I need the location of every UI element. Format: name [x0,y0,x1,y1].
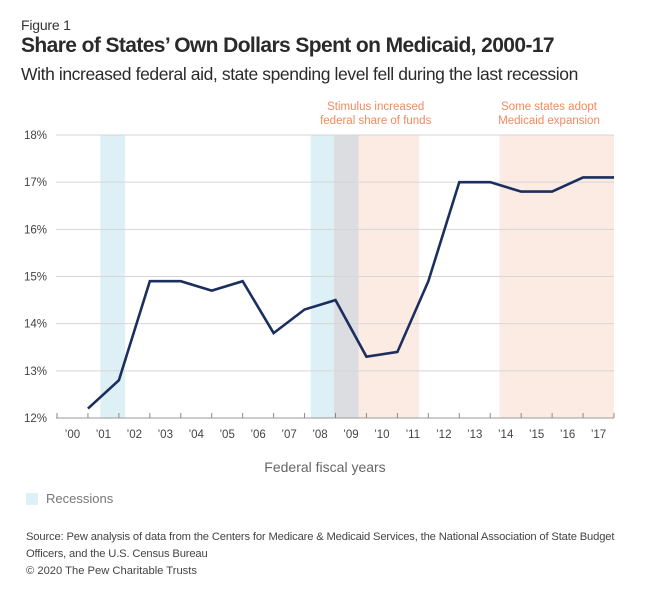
y-axis-labels: 12% 13% 14% 15% 16% 17% 18% [24,130,47,425]
x-tick-label: ’11 [406,429,421,441]
x-tick-label: ’13 [467,429,482,441]
annotation-text: Medicaid expansion [498,115,600,127]
annotations: Stimulus increased federal share of funds… [320,101,600,127]
x-tick-label: ’15 [529,429,544,441]
x-tick-label: ’01 [96,429,111,441]
y-tick-label: 17% [24,177,47,189]
legend-label-recessions: Recessions [46,491,114,506]
y-tick-label: 14% [24,319,47,331]
annotation-text: Stimulus increased [327,101,424,113]
x-tick-label: ’06 [250,429,265,441]
x-axis: ’00 ’01 ’02 ’03 ’04 ’05 ’06 ’07 ’08 ’09 ’10 ’11 ’12 ’… [56,413,615,441]
x-tick-label: ’02 [127,429,142,441]
x-tick-label: ’05 [220,429,235,441]
y-tick-label: 15% [24,272,47,284]
x-tick-label: ’07 [281,429,296,441]
annotation-text: Some states adopt [501,101,598,113]
x-tick-label: ’03 [158,429,173,441]
gridlines [56,134,614,419]
figure-label: Figure 1 [21,17,71,33]
x-tick-label: ’09 [343,429,358,441]
source-note: Source: Pew analysis of data from the Ce… [26,531,615,560]
y-tick-label: 12% [24,413,47,425]
y-tick-label: 18% [24,130,47,142]
chart-subtitle: With increased federal aid, state spendi… [21,64,578,84]
x-tick-label: ’16 [560,429,575,441]
x-tick-label: ’14 [498,429,514,441]
legend: Recessions [26,491,113,506]
x-tick-label: ’10 [374,429,389,441]
x-tick-label: ’12 [436,429,451,441]
y-tick-label: 13% [24,366,47,378]
x-tick-label: ’04 [189,429,205,441]
series-line [87,176,614,410]
x-tick-label: ’17 [591,429,606,441]
series [87,176,615,410]
copyright: © 2020 The Pew Charitable Trusts [26,565,197,577]
x-tick-label: ’00 [65,429,80,441]
x-tick-label: ’08 [312,429,327,441]
x-axis-title: Federal fiscal years [264,459,386,475]
annotation-text: federal share of funds [320,115,431,127]
legend-swatch-recessions [26,492,38,505]
chart-title: Share of States’ Own Dollars Spent on Me… [21,34,555,57]
y-tick-label: 16% [24,224,47,236]
